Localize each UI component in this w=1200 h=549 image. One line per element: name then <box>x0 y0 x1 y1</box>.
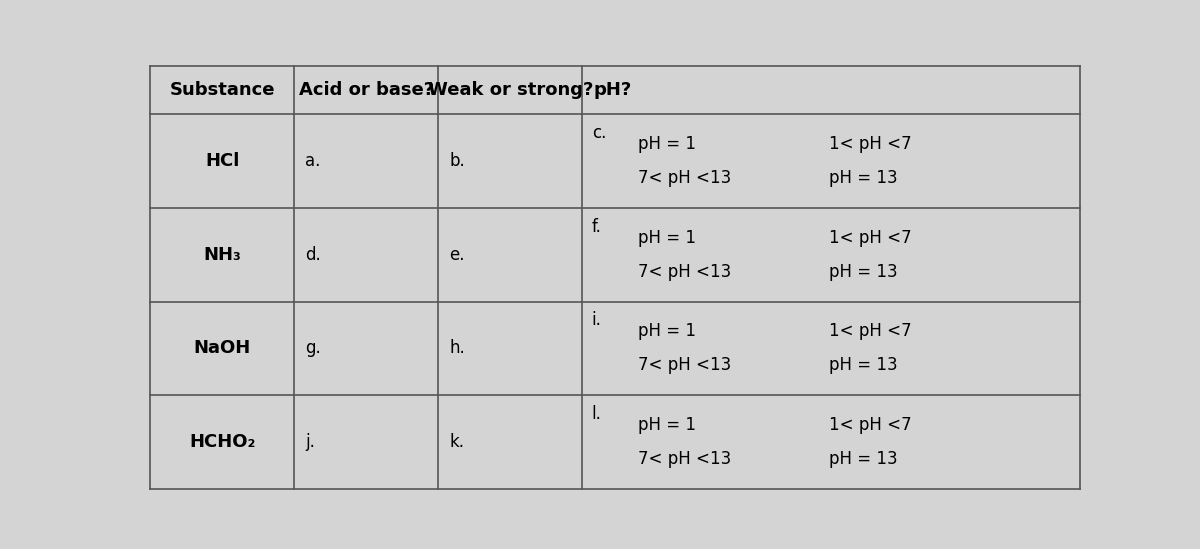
Text: Substance: Substance <box>169 81 275 99</box>
Text: pH = 13: pH = 13 <box>829 356 898 374</box>
Text: c.: c. <box>592 124 606 142</box>
Text: k.: k. <box>450 433 464 451</box>
Text: d.: d. <box>305 246 322 264</box>
Text: 7< pH <13: 7< pH <13 <box>638 450 732 468</box>
Text: HCl: HCl <box>205 152 239 170</box>
Text: b.: b. <box>450 152 466 170</box>
Text: NH₃: NH₃ <box>203 246 241 264</box>
Text: pH = 1: pH = 1 <box>638 136 696 153</box>
Text: 1< pH <7: 1< pH <7 <box>829 416 912 434</box>
Text: 1< pH <7: 1< pH <7 <box>829 322 912 340</box>
Text: Weak or strong?: Weak or strong? <box>427 81 593 99</box>
Text: e.: e. <box>450 246 464 264</box>
Text: pH = 13: pH = 13 <box>829 169 898 187</box>
Text: 7< pH <13: 7< pH <13 <box>638 262 732 281</box>
Text: 1< pH <7: 1< pH <7 <box>829 136 912 153</box>
Text: g.: g. <box>305 339 322 357</box>
Text: 1< pH <7: 1< pH <7 <box>829 229 912 247</box>
Text: pH = 1: pH = 1 <box>638 229 696 247</box>
Text: pH?: pH? <box>594 81 632 99</box>
Text: i.: i. <box>592 311 601 329</box>
Text: 7< pH <13: 7< pH <13 <box>638 169 732 187</box>
Text: pH = 1: pH = 1 <box>638 416 696 434</box>
Text: 7< pH <13: 7< pH <13 <box>638 356 732 374</box>
Text: a.: a. <box>305 152 320 170</box>
Text: pH = 13: pH = 13 <box>829 262 898 281</box>
Text: Acid or base?: Acid or base? <box>299 81 433 99</box>
Text: HCHO₂: HCHO₂ <box>188 433 256 451</box>
Text: NaOH: NaOH <box>193 339 251 357</box>
Text: pH = 1: pH = 1 <box>638 322 696 340</box>
Text: h.: h. <box>450 339 466 357</box>
Text: pH = 13: pH = 13 <box>829 450 898 468</box>
Text: l.: l. <box>592 405 601 423</box>
Text: f.: f. <box>592 218 601 236</box>
Text: j.: j. <box>305 433 316 451</box>
